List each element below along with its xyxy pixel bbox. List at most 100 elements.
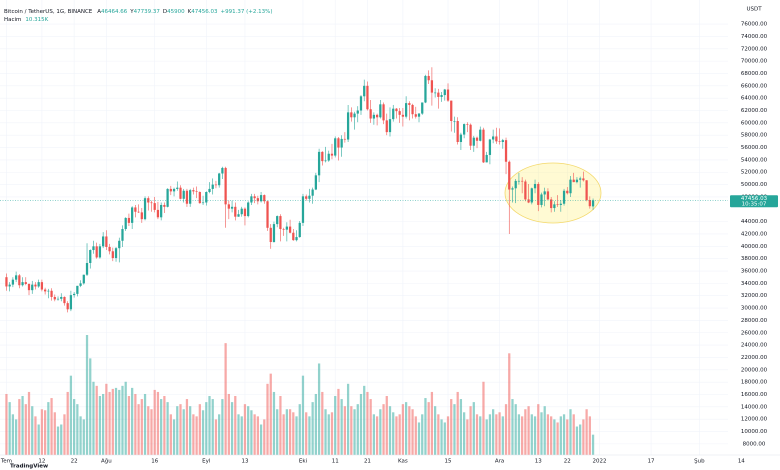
candle-body [272,224,276,243]
volume-bar [492,409,495,455]
volume-bar [566,419,569,455]
volume-bar [69,375,73,455]
candle-body [137,211,140,213]
candle-body [459,134,463,142]
volume-bar [282,414,285,455]
watermark: TradingView [10,464,48,470]
candle-body [172,188,176,192]
volume-bar [21,396,24,455]
candle-body [575,179,579,183]
candle-body [69,295,73,310]
volume-bar [482,381,485,455]
volume-bar [575,426,579,455]
candle-body [327,153,330,161]
candle-body [60,296,63,299]
y-tick-label: 14000.00 [741,404,768,410]
x-tick-label: 17 [648,459,655,465]
volume-bar [359,393,363,455]
candle-body [37,282,40,287]
axes: 8000.00 10000.00 12000.00 14000.00 16000.00 1… [0,22,778,465]
volume-bar [250,410,253,455]
candle-body [47,290,50,292]
candle-body [346,112,350,140]
volume-bar [137,404,140,455]
candle-body [546,191,550,200]
volume-bar [572,414,575,455]
candle-body [363,85,366,97]
candle-body [453,121,456,122]
volume-bar [247,406,250,455]
x-tick-label: Ağu [101,458,112,465]
volume-bar [591,434,595,455]
volume-bar [301,375,305,455]
candle-body [540,194,543,205]
candle-body [43,289,47,292]
volume-bar [437,414,440,455]
candle-body [73,293,76,296]
volume-bar [34,416,37,455]
candle-body [243,208,247,217]
candle-body [27,283,31,291]
candle-body [350,112,353,118]
candle-body [259,195,263,202]
candle-body [82,274,85,284]
x-tick-label: 13 [241,459,248,465]
candle-body [492,136,495,140]
volume-bar [495,414,498,455]
candle-body [572,179,575,183]
x-tick-label: Kas [398,459,408,465]
volume-bar [89,358,92,455]
volume-bar [143,393,147,455]
candle-body [498,141,501,142]
volume-bar [511,399,514,455]
candle-body [56,298,60,300]
candle-body [388,119,392,133]
volume-bar [172,419,176,455]
volume-bar [298,404,301,455]
volume-bar [314,393,317,455]
candle-body [92,246,95,251]
volume-bar [433,406,437,455]
ohlc-key: Y [129,9,134,15]
volume-bar [450,399,453,455]
volume-bar [585,409,588,455]
volume-bar [308,416,311,455]
candle-body [5,277,8,287]
y-tick-label: 24000.00 [741,343,768,349]
candle-body [234,206,237,217]
volume-bar [456,391,459,455]
volume-bar [11,414,15,455]
candle-body [324,160,327,162]
volume-bar [453,404,456,455]
volume-bar [205,402,208,455]
candle-body [76,285,79,294]
volume-bar [537,404,540,455]
candle-body [50,290,53,297]
y-tick-label: 36000.00 [741,269,768,275]
candle-body [40,282,44,290]
candle-body [504,140,508,162]
candle-body [475,137,479,141]
y-tick-label: 70000.00 [741,59,768,65]
candle-body [21,282,24,286]
candle-body [553,204,556,209]
candle-body [237,214,240,217]
volume-bar [182,409,185,455]
candle-body [308,195,311,199]
volume-bar [334,396,337,455]
candle-body [114,248,118,259]
candle-body [543,191,546,195]
volume-bar [230,402,234,455]
volume-bar [40,409,44,455]
y-tick-label: 66000.00 [741,83,768,89]
y-tick-label: 32000.00 [741,293,768,299]
candle-body [401,114,405,117]
volume-bar [582,419,585,455]
volume-bar [424,398,427,455]
y-tick-label: 28000.00 [741,318,768,324]
volume-bar [343,406,347,455]
volume-bar [108,391,111,455]
candle-body [127,217,131,223]
symbol: Bitcoin / TetherUS, 1G, BINANCE [4,9,93,15]
